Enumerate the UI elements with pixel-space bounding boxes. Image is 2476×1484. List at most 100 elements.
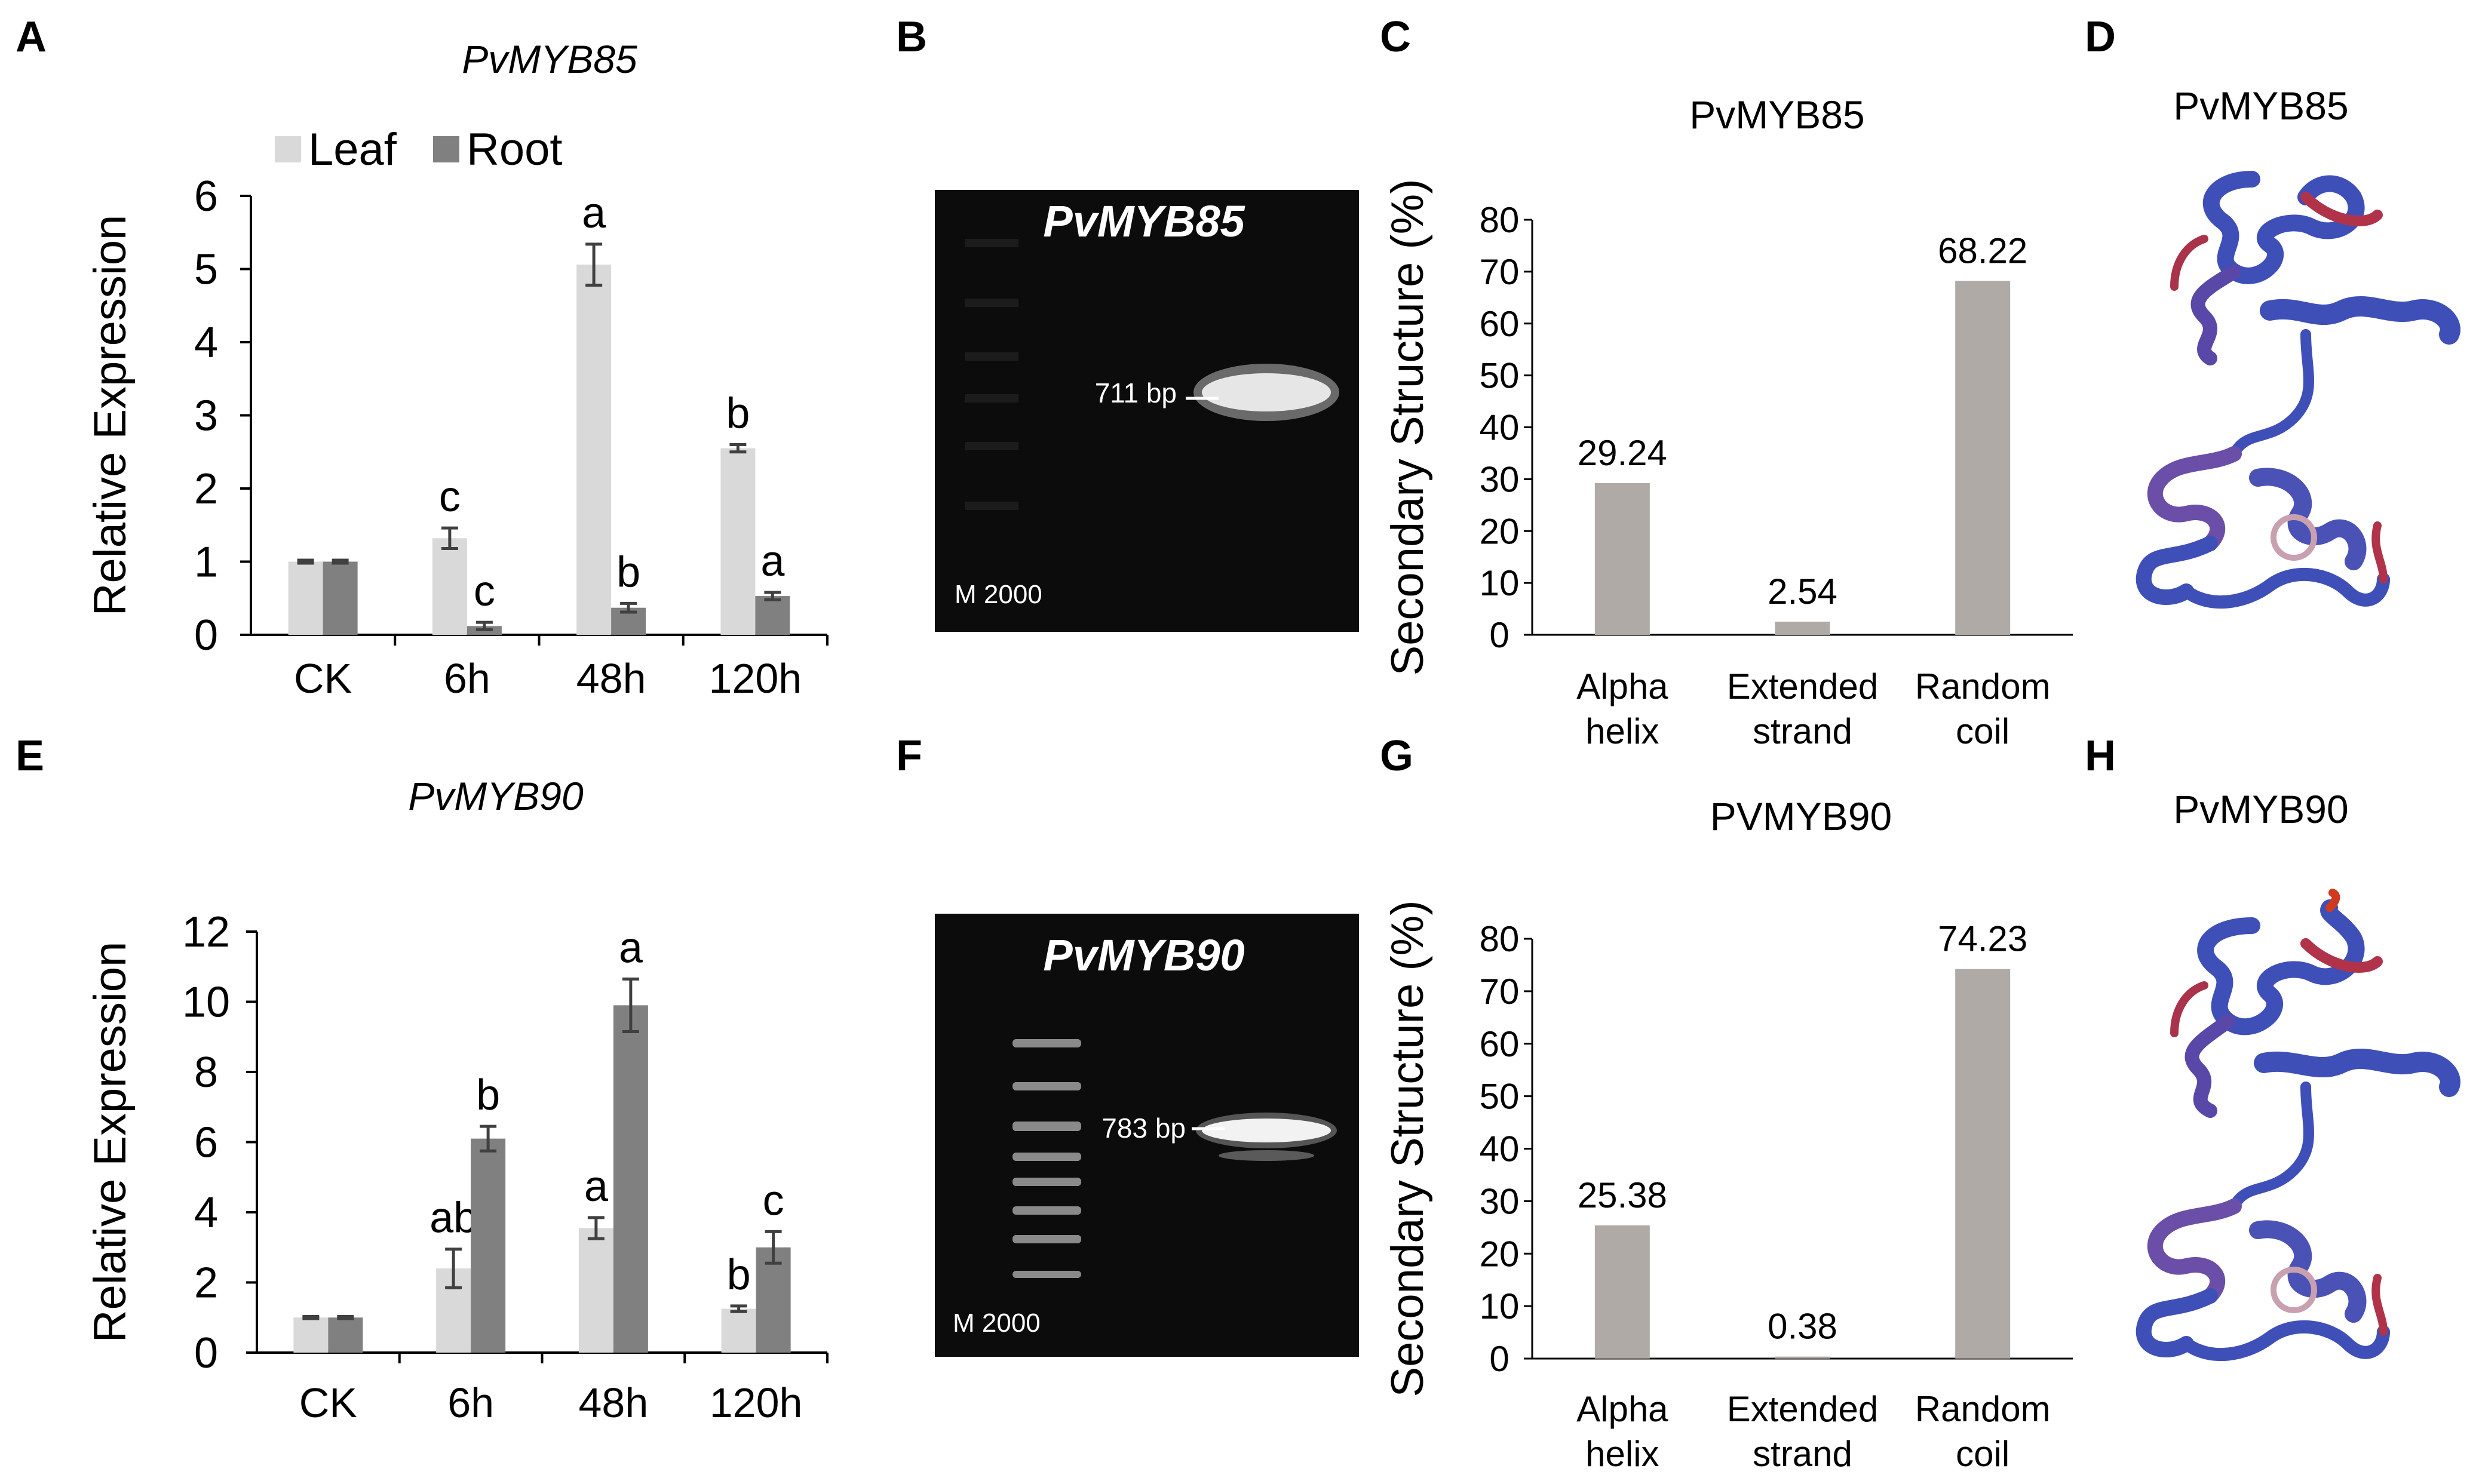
data-label: 25.38 [1578, 1175, 1667, 1215]
bar-root [755, 596, 790, 635]
panel-letter-a: A [16, 13, 47, 61]
panel-letter-e: E [16, 732, 44, 780]
gel-title: PvMYB90 [1043, 930, 1244, 980]
panel-letter-b: B [896, 13, 927, 61]
gel-band [1202, 1119, 1331, 1142]
chart-title: PvMYB85 [1689, 93, 1864, 137]
protein-title: PvMYB90 [2173, 787, 2348, 831]
protein-title: PvMYB85 [2173, 84, 2348, 128]
x-category-label: CK [299, 1379, 357, 1426]
y-tick-label: 40 [1480, 1129, 1520, 1169]
data-label: 2.54 [1768, 572, 1837, 612]
significance-letter: a [582, 189, 606, 237]
x-category-label: 48h [578, 1379, 648, 1426]
y-tick-label: 30 [1480, 1181, 1520, 1221]
y-tick-label: 5 [194, 246, 218, 294]
structure-bar [1594, 483, 1650, 635]
y-tick-label: 0 [194, 1329, 218, 1377]
significance-letter: c [763, 1176, 784, 1224]
data-label: 29.24 [1578, 433, 1667, 473]
data-label: 0.38 [1768, 1307, 1837, 1347]
x-category-label: coil [1956, 711, 2009, 751]
protein-pvmyb90: PvMYB90 [2136, 787, 2460, 1362]
y-tick-label: 12 [182, 908, 230, 956]
bar-leaf [721, 1308, 756, 1353]
panel-letter-h: H [2085, 732, 2116, 780]
y-tick-label: 6 [194, 173, 218, 220]
bar-leaf [432, 538, 467, 635]
structure-bar [1775, 1356, 1830, 1359]
y-tick-label: 80 [1480, 919, 1520, 959]
y-tick-label: 8 [194, 1049, 218, 1096]
y-tick-label: 80 [1480, 200, 1520, 240]
x-category-label: CK [294, 655, 352, 702]
chart-title: PvMYB90 [408, 774, 584, 818]
y-tick-label: 50 [1480, 356, 1520, 396]
data-label: 68.22 [1938, 231, 2027, 271]
y-axis-label: Relative Expression [85, 215, 136, 616]
y-tick-label: 10 [1480, 563, 1520, 603]
x-category-label: helix [1585, 711, 1659, 751]
y-tick-label: 0 [194, 612, 218, 659]
bar-leaf [576, 265, 612, 635]
significance-letter: a [584, 1163, 609, 1210]
y-axis-label: Relative Expression [85, 942, 136, 1343]
significance-letter: b [726, 390, 750, 438]
y-tick-label: 60 [1480, 1024, 1520, 1064]
y-tick-label: 70 [1480, 252, 1520, 292]
x-category-label: Alpha [1576, 1389, 1668, 1429]
panel-letter-d: D [2085, 13, 2116, 61]
marker-label: M 2000 [953, 1308, 1041, 1338]
x-category-label: 120h [709, 655, 802, 702]
y-tick-label: 60 [1480, 304, 1520, 344]
bar-root [756, 1247, 791, 1353]
x-category-label: Extended [1727, 666, 1879, 706]
bar-leaf [293, 1317, 329, 1353]
y-tick-label: 3 [194, 392, 218, 440]
structure-bar [1775, 621, 1830, 635]
x-category-label: strand [1753, 711, 1852, 751]
y-tick-label: 20 [1480, 511, 1520, 551]
gel-pvmyb90: PvMYB90 783 bp M 2000 [935, 914, 1359, 1357]
legend-label-root: Root [467, 124, 563, 175]
structure-bar [1955, 969, 2011, 1359]
protein-ribbon-icon [2136, 171, 2460, 609]
chart-title: PVMYB90 [1710, 794, 1892, 838]
legend-swatch-leaf [275, 136, 301, 162]
x-category-label: Alpha [1576, 666, 1668, 706]
y-tick-label: 4 [194, 1189, 218, 1237]
panel-letter-c: C [1380, 13, 1411, 61]
x-category-label: 48h [576, 655, 646, 702]
y-tick-label: 1 [194, 539, 218, 586]
significance-letter: b [476, 1071, 500, 1119]
significance-letter: ab [429, 1194, 477, 1242]
x-category-label: Extended [1727, 1389, 1879, 1429]
significance-letter: c [439, 473, 461, 521]
bar-root [328, 1317, 363, 1353]
legend-swatch-root [433, 136, 459, 162]
chart-pvmyb85-expression: PvMYB85 Relative Expression 0 1 2 3 4 5 6 CK 6h cc 4… [85, 37, 829, 702]
y-axis-label: Secondary Structure (%) [1382, 900, 1433, 1397]
panel-letter-f: F [896, 732, 922, 780]
y-tick-label: 4 [194, 319, 218, 367]
chart-pvmyb90-expression: PvMYB90 Relative Expression 0 2 4 6 8 10 12 CK 6h a… [85, 774, 829, 1426]
significance-letter: a [760, 537, 785, 585]
panel-letter-g: G [1380, 732, 1413, 780]
bar-leaf [578, 1228, 613, 1353]
x-category-label: Random [1915, 666, 2051, 706]
marker-ladder [965, 239, 1018, 510]
y-tick-label: 70 [1480, 972, 1520, 1012]
y-tick-label: 20 [1480, 1234, 1520, 1274]
band-size-label: 783 bp [1102, 1113, 1186, 1144]
structure-bar [1594, 1225, 1650, 1359]
y-tick-label: 10 [1480, 1286, 1520, 1326]
legend-label-leaf: Leaf [308, 124, 397, 175]
gel-pvmyb85: PvMYB85 711 bp M 2000 [935, 190, 1359, 632]
x-category-label: Random [1915, 1389, 2051, 1429]
y-tick-label: 50 [1480, 1077, 1520, 1117]
significance-letter: b [727, 1251, 751, 1299]
x-category-label: 6h [444, 655, 490, 702]
chart-pvmyb85-structure: PvMYB85 Secondary Structure (%) 0 10 20 30 40 5… [1382, 93, 2073, 751]
significance-letter: a [619, 924, 643, 972]
